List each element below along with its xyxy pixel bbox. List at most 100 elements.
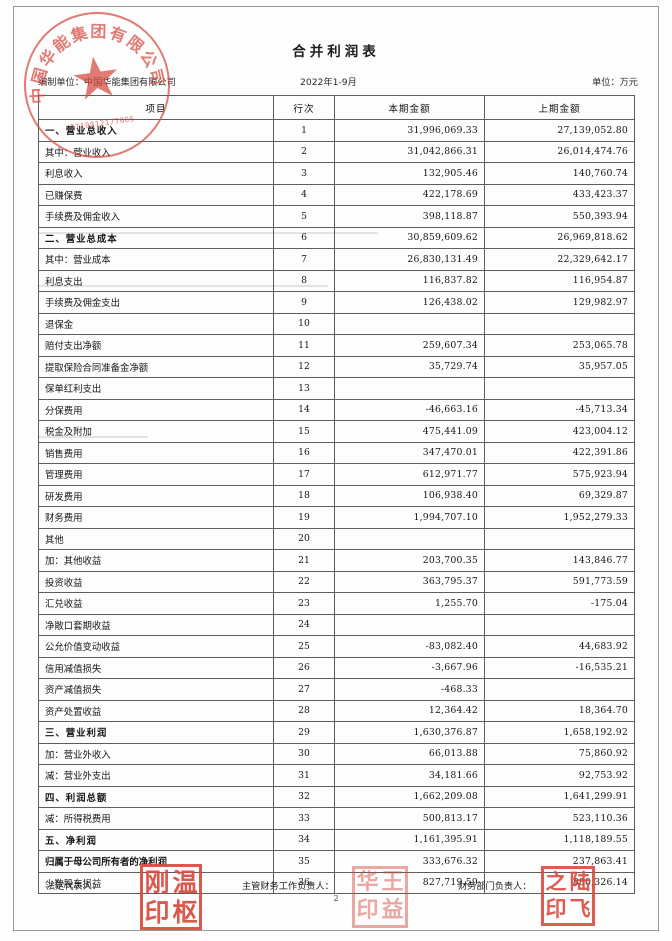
row-previous-amount: 880,326.14	[484, 871, 635, 894]
table-row: 分保费用 14 -46,663.16 -45,713.34	[38, 398, 635, 421]
row-previous-amount: 591,773.59	[484, 570, 635, 593]
table-row: 加：营业外收入 30 66,013.88 75,860.92	[38, 742, 635, 765]
row-previous-amount: 550,393.94	[484, 205, 635, 228]
row-line-number: 21	[273, 549, 335, 572]
row-item-label: 退保金	[38, 312, 274, 335]
table-row: 管理费用 17 612,971.77 575,923.94	[38, 463, 635, 486]
table-row: 已赚保费 4 422,178.69 433,423.37	[38, 183, 635, 206]
row-previous-amount: 253,065.78	[484, 334, 635, 357]
row-previous-amount: 140,760.74	[484, 162, 635, 185]
row-item-label: 公允价值变动收益	[38, 635, 274, 658]
reporting-period: 2022年1-9月	[300, 77, 357, 88]
row-line-number: 19	[273, 506, 335, 529]
currency-unit: 单位：万元	[592, 77, 638, 88]
row-line-number: 24	[273, 613, 335, 636]
row-current-amount: 398,118.87	[334, 205, 485, 228]
row-previous-amount: 129,982.97	[484, 291, 635, 314]
row-previous-amount: 575,923.94	[484, 463, 635, 486]
row-previous-amount: 423,004.12	[484, 420, 635, 443]
row-line-number: 3	[273, 162, 335, 185]
row-previous-amount	[484, 527, 635, 550]
row-current-amount: 1,994,707.10	[334, 506, 485, 529]
row-previous-amount: 44,683.92	[484, 635, 635, 658]
signature-strip: 法定代表人： 主管财务工作负责人： 财务部门负责人：	[38, 872, 638, 934]
table-row: 五、净利润 34 1,161,395.91 1,118,189.55	[38, 828, 635, 851]
row-item-label: 减：营业外支出	[38, 764, 274, 787]
row-current-amount: 203,700.35	[334, 549, 485, 572]
row-item-label: 销售费用	[38, 441, 274, 464]
row-current-amount: 12,364.42	[334, 699, 485, 722]
row-current-amount: 500,813.17	[334, 807, 485, 830]
row-current-amount: 1,255.70	[334, 592, 485, 615]
table-row: 销售费用 16 347,470.01 422,391.86	[38, 441, 635, 464]
table-row: 税金及附加 15 475,441.09 423,004.12	[38, 420, 635, 443]
page-number: 2	[333, 894, 339, 903]
row-current-amount: 26,830,131.49	[334, 248, 485, 271]
row-previous-amount	[484, 312, 635, 335]
row-current-amount: -46,663.16	[334, 398, 485, 421]
row-item-label: 其中：营业收入	[38, 140, 274, 163]
table-row: 减：营业外支出 31 34,181.66 92,753.92	[38, 764, 635, 787]
row-line-number: 20	[273, 527, 335, 550]
row-item-label: 赔付支出净额	[38, 334, 274, 357]
row-item-label: 加：营业外收入	[38, 742, 274, 765]
row-current-amount: 259,607.34	[334, 334, 485, 357]
table-row: 资产处置收益 28 12,364.42 18,364.70	[38, 699, 635, 722]
row-item-label: 研发费用	[38, 484, 274, 507]
row-line-number: 31	[273, 764, 335, 787]
table-row: 一、营业总收入 1 31,996,069.33 27,139,052.80	[38, 119, 635, 142]
row-current-amount: -3,667.96	[334, 656, 485, 679]
row-item-label: 其中：营业成本	[38, 248, 274, 271]
row-line-number: 18	[273, 484, 335, 507]
row-current-amount: 333,676.32	[334, 850, 485, 873]
row-line-number: 12	[273, 355, 335, 378]
row-previous-amount: 69,329.87	[484, 484, 635, 507]
row-line-number: 9	[273, 291, 335, 314]
table-row: 提取保险合同准备金净额 12 35,729.74 35,957.05	[38, 355, 635, 378]
row-item-label: 归属于母公司所有者的净利润	[38, 850, 274, 873]
row-current-amount: 31,042,866.31	[334, 140, 485, 163]
table-row: 利息收入 3 132,905.46 140,760.74	[38, 162, 635, 185]
table-row: 归属于母公司所有者的净利润 35 333,676.32 237,863.41	[38, 850, 635, 873]
row-previous-amount: 116,954.87	[484, 269, 635, 292]
row-item-label: 其他	[38, 527, 274, 550]
finance-department-head-label: 财务部门负责人：	[458, 881, 532, 892]
table-row: 净敞口套期收益 24	[38, 613, 635, 636]
row-current-amount: 66,013.88	[334, 742, 485, 765]
row-item-label: 净敞口套期收益	[38, 613, 274, 636]
row-previous-amount	[484, 678, 635, 701]
row-item-label: 少数股东损益	[38, 871, 274, 894]
row-previous-amount: 75,860.92	[484, 742, 635, 765]
finance-officer-label: 主管财务工作负责人：	[242, 881, 334, 892]
row-previous-amount: -16,535.21	[484, 656, 635, 679]
column-header-item: 项目	[38, 95, 274, 120]
row-line-number: 29	[273, 721, 335, 744]
row-item-label: 五、净利润	[38, 828, 274, 851]
row-item-label: 减：所得税费用	[38, 807, 274, 830]
row-current-amount: 422,178.69	[334, 183, 485, 206]
row-current-amount: 132,905.46	[334, 162, 485, 185]
row-item-label: 手续费及佣金支出	[38, 291, 274, 314]
table-row: 赔付支出净额 11 259,607.34 253,065.78	[38, 334, 635, 357]
row-current-amount: 475,441.09	[334, 420, 485, 443]
row-previous-amount: 237,863.41	[484, 850, 635, 873]
table-row: 研发费用 18 106,938.40 69,329.87	[38, 484, 635, 507]
row-line-number: 8	[273, 269, 335, 292]
row-previous-amount: -175.04	[484, 592, 635, 615]
row-line-number: 2	[273, 140, 335, 163]
column-header-line-no: 行次	[273, 95, 335, 120]
row-item-label: 税金及附加	[38, 420, 274, 443]
row-current-amount: 34,181.66	[334, 764, 485, 787]
column-header-previous-amount: 上期金额	[484, 95, 635, 120]
row-current-amount	[334, 377, 485, 400]
row-item-label: 管理费用	[38, 463, 274, 486]
row-line-number: 26	[273, 656, 335, 679]
row-line-number: 32	[273, 785, 335, 808]
row-previous-amount: -45,713.34	[484, 398, 635, 421]
row-previous-amount: 1,118,189.55	[484, 828, 635, 851]
row-item-label: 汇兑收益	[38, 592, 274, 615]
table-row: 其中：营业成本 7 26,830,131.49 22,329,642.17	[38, 248, 635, 271]
row-current-amount: 116,837.82	[334, 269, 485, 292]
row-line-number: 17	[273, 463, 335, 486]
row-item-label: 提取保险合同准备金净额	[38, 355, 274, 378]
